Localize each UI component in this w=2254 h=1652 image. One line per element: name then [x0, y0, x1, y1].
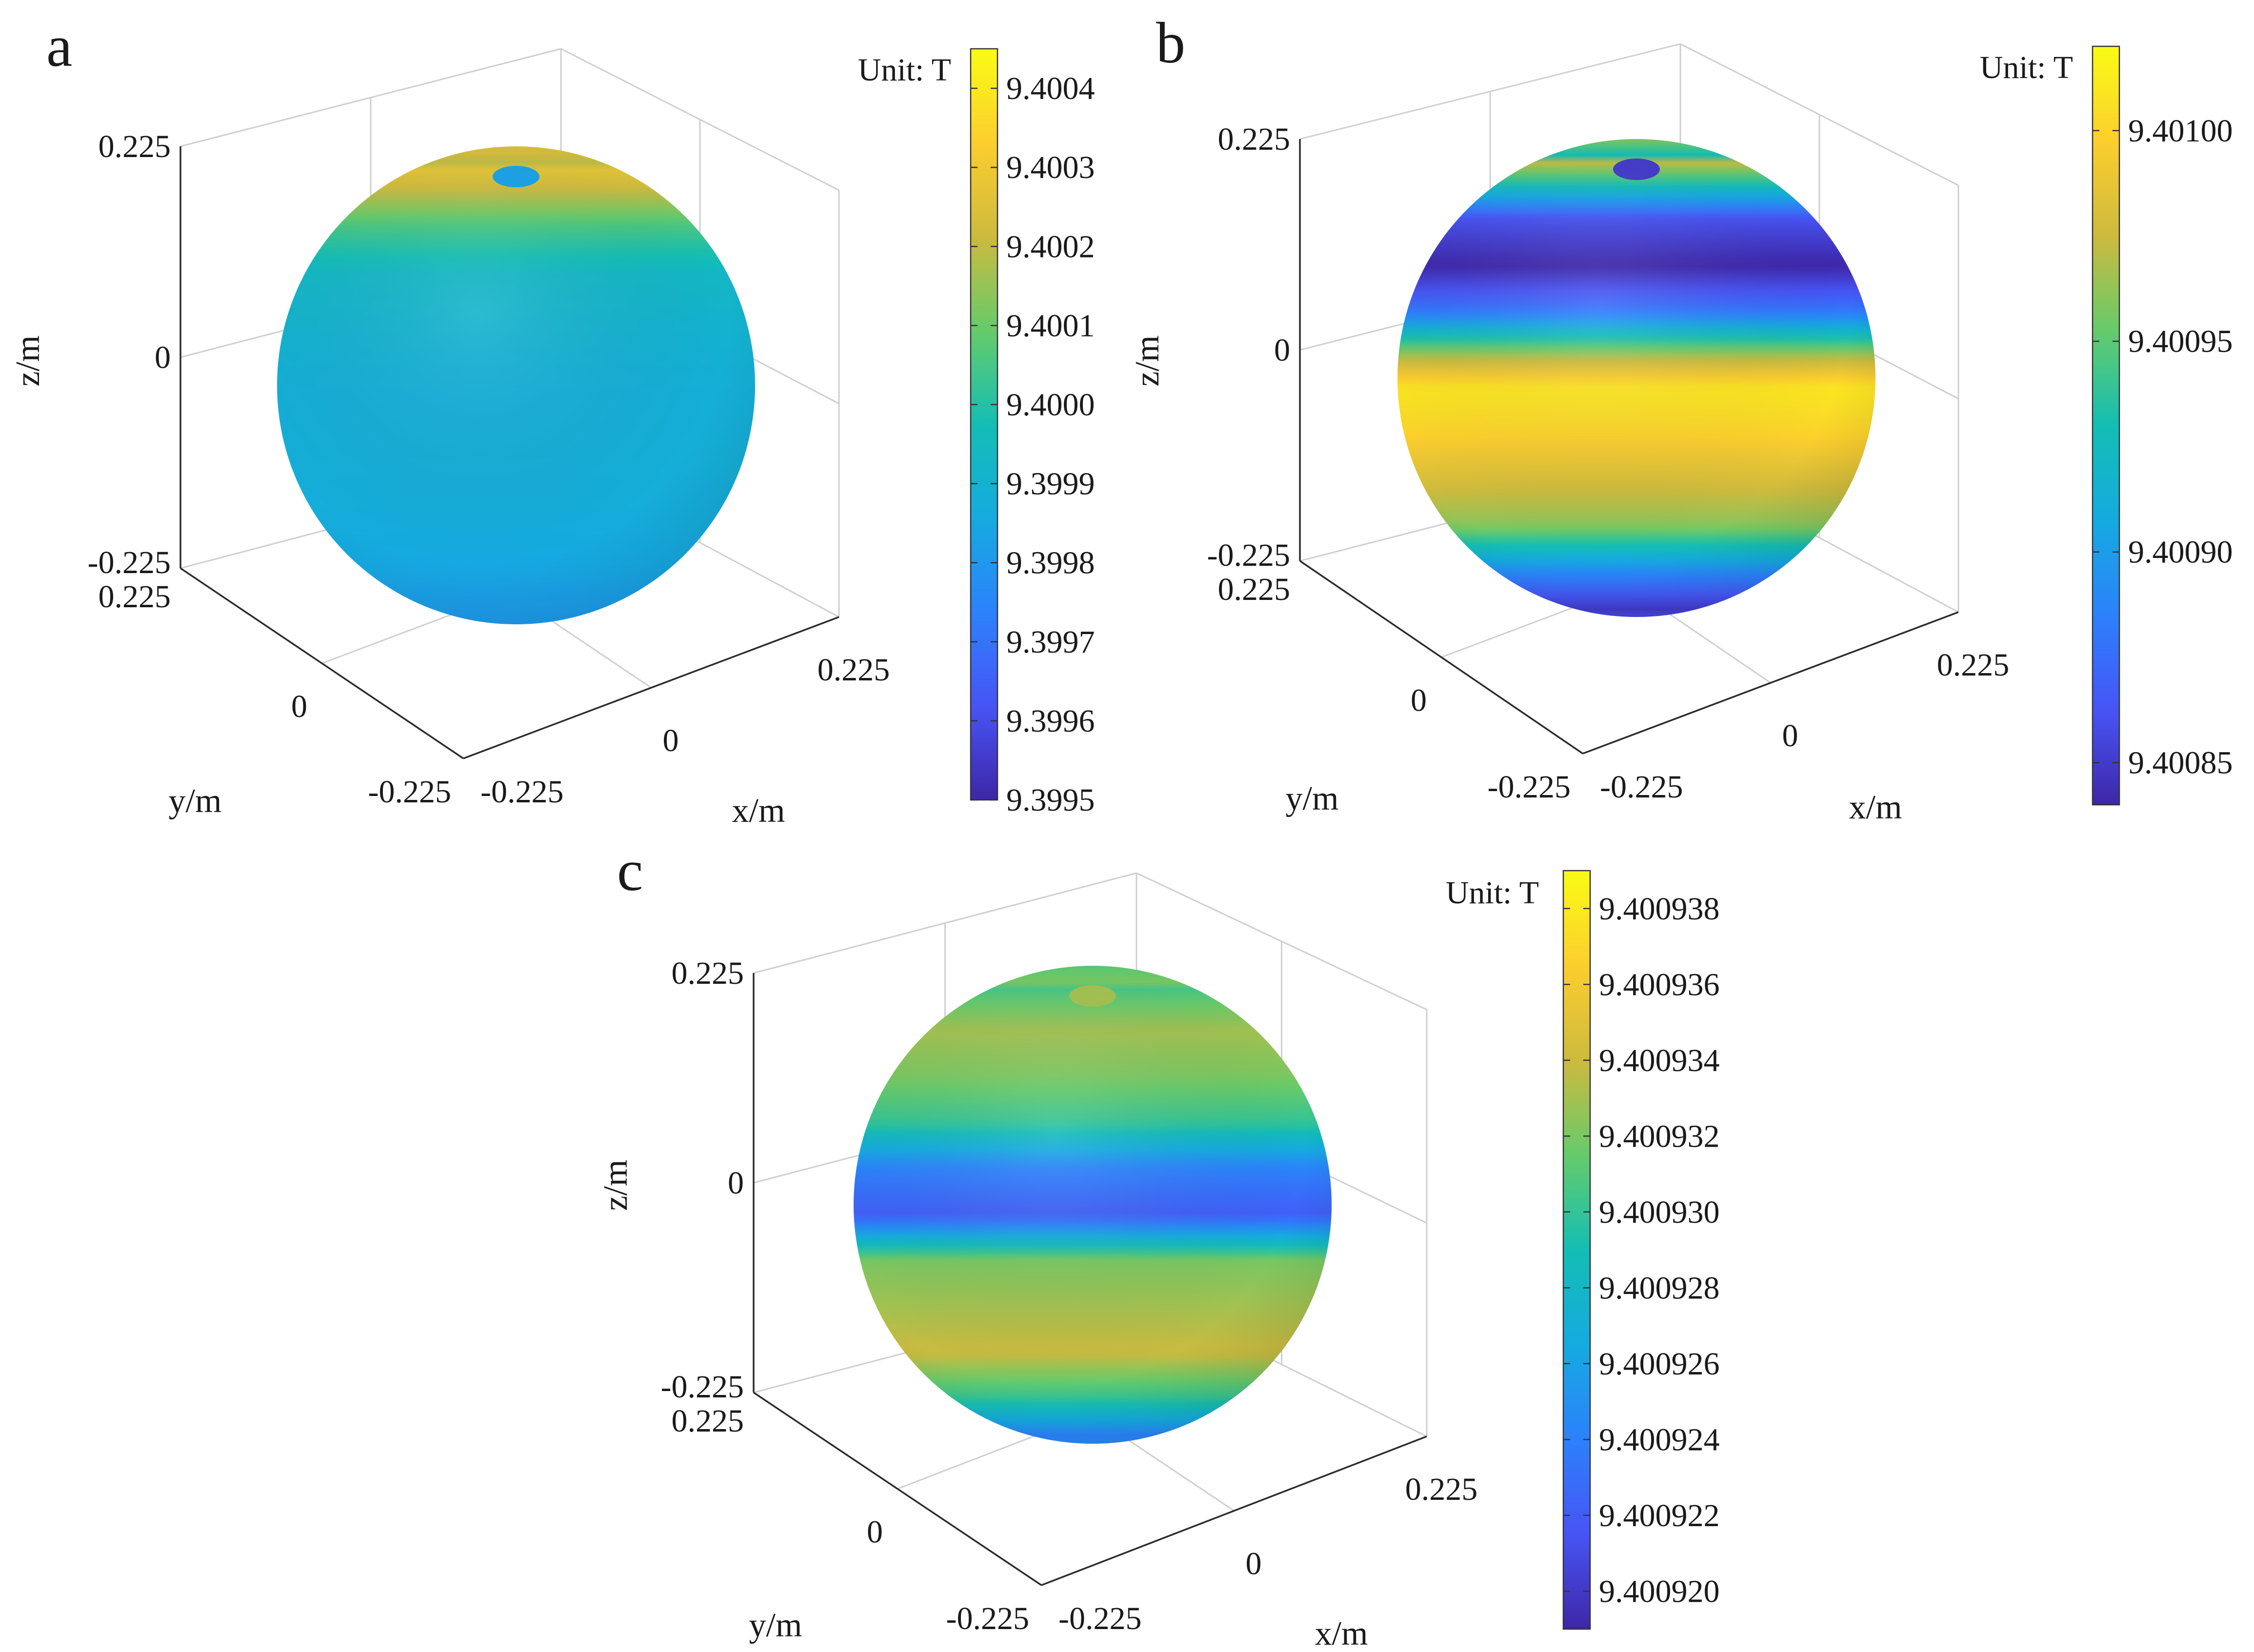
x-axis-label-b: x/m [1849, 789, 1902, 826]
y-axis-label-b: y/m [1286, 780, 1339, 817]
colorbar-tick-label: 9.4003 [1006, 150, 1095, 185]
z-axis-label-a: z/m [9, 336, 47, 387]
y-axis-line [753, 1392, 1042, 1586]
x-tick-label: -0.225 [480, 774, 563, 810]
colorbar-tick-label: 9.40090 [2128, 535, 2233, 570]
colorbar-tick-label: 9.4004 [1006, 71, 1095, 106]
sphere-shading [277, 146, 755, 624]
colorbar-tick-label: 9.3998 [1006, 545, 1095, 581]
colorbar-tick-label: 9.400938 [1599, 891, 1720, 927]
z-tick-label: 0.225 [672, 955, 744, 991]
colorbar-tick-label: 9.400934 [1599, 1043, 1720, 1078]
x-tick-label: 0.225 [1937, 647, 2010, 683]
sphere-surface-a [277, 146, 755, 624]
x-tick-label: 0 [663, 723, 679, 758]
colorbar-gradient [2092, 45, 2120, 806]
sphere-surface-b [1397, 139, 1875, 617]
z-axis-label-b: z/m [1129, 336, 1166, 387]
colorbar-tick-label: 9.400926 [1599, 1346, 1720, 1382]
colorbar-unit-b: Unit: T [1980, 50, 2073, 85]
sphere-surface-c [854, 966, 1332, 1444]
y-axis-line [180, 567, 464, 759]
y-tick-label: 0 [867, 1514, 883, 1550]
colorbar-tick-label: 9.4000 [1006, 387, 1095, 422]
z-tick-label: 0.225 [99, 129, 171, 164]
x-axis-label-c: x/m [1315, 1615, 1368, 1652]
colorbar-tick-label: 9.400932 [1599, 1118, 1720, 1154]
x-axis-label-a: x/m [732, 792, 785, 830]
z-tick-label: -0.225 [88, 545, 171, 580]
panel-label-b: b [1156, 10, 1185, 75]
x-tick-label: -0.225 [1600, 769, 1683, 805]
colorbar-tick-label: 9.3999 [1006, 466, 1095, 502]
z-tick-label: -0.225 [1207, 537, 1290, 573]
colorbar-tick-label: 9.3997 [1006, 624, 1095, 660]
x-axis-line [1582, 611, 1959, 755]
y-tick-label: 0.225 [672, 1403, 744, 1439]
colorbar-tick-label: 9.40095 [2128, 324, 2233, 359]
colorbar-b: 9.40085 9.40090 9.40095 9.40100 [2092, 45, 2233, 806]
colorbar-a: 9.3995 9.3996 9.3997 9.3998 9.3999 9.4000 9.40… [970, 48, 1095, 818]
colorbar-c: 9.400938 9.400936 9.400934 9.400932 9.400930… [1562, 870, 1720, 1630]
y-tick-label: -0.225 [368, 774, 451, 810]
colorbar-tick-label: 9.400928 [1599, 1270, 1720, 1306]
x-axis-line [463, 616, 839, 759]
colorbar-tick-label: 9.400922 [1599, 1498, 1720, 1533]
colorbar-tick-label: 9.3995 [1006, 782, 1095, 818]
y-tick-label: 0.225 [99, 579, 171, 615]
x-tick-label: 0.225 [1405, 1472, 1478, 1507]
axes-box-a [180, 48, 840, 759]
z-tick-label: 0 [155, 340, 171, 376]
y-tick-label: 0 [291, 689, 307, 724]
z-tick-label: 0.225 [1218, 121, 1291, 157]
y-axis-label-a: y/m [169, 782, 222, 820]
y-tick-label: -0.225 [1488, 769, 1571, 805]
colorbar-tick-label: 9.4001 [1006, 308, 1095, 343]
x-tick-label: 0.225 [818, 652, 890, 688]
x-tick-label: -0.225 [1058, 1601, 1141, 1636]
colorbar-tick-label: 9.400920 [1599, 1573, 1720, 1609]
x-tick-label: 0 [1246, 1546, 1262, 1582]
colorbar-tick-label: 9.400936 [1599, 967, 1720, 1002]
z-tick-label: 0 [728, 1165, 744, 1201]
y-tick-label: 0 [1411, 683, 1427, 718]
colorbar-tick-label: 9.400924 [1599, 1422, 1720, 1457]
colorbar-gradient [1562, 870, 1591, 1630]
z-tick-label: -0.225 [661, 1369, 744, 1405]
panel-label-c: c [617, 838, 643, 903]
sphere-shading [1397, 139, 1875, 617]
y-axis-line [1299, 560, 1583, 755]
panel-label-a: a [46, 14, 72, 79]
colorbar-unit-a: Unit: T [858, 52, 951, 88]
colorbar-gradient [970, 48, 998, 801]
y-axis-label-c: y/m [749, 1607, 802, 1644]
colorbar-tick-label: 9.40085 [2128, 745, 2233, 781]
z-tick-label: 0 [1274, 333, 1290, 368]
y-tick-label: 0.225 [1218, 572, 1291, 607]
x-axis-line [1041, 1435, 1427, 1586]
colorbar-tick-label: 9.4002 [1006, 229, 1095, 264]
colorbar-tick-label: 9.40100 [2128, 113, 2233, 149]
z-axis-label-c: z/m [597, 1160, 635, 1211]
sphere-shading [854, 966, 1332, 1444]
colorbar-unit-c: Unit: T [1446, 875, 1539, 911]
y-tick-label: -0.225 [946, 1601, 1029, 1636]
colorbar-tick-label: 9.400930 [1599, 1194, 1720, 1230]
colorbar-tick-label: 9.3996 [1006, 703, 1095, 739]
x-tick-label: 0 [1782, 718, 1798, 754]
